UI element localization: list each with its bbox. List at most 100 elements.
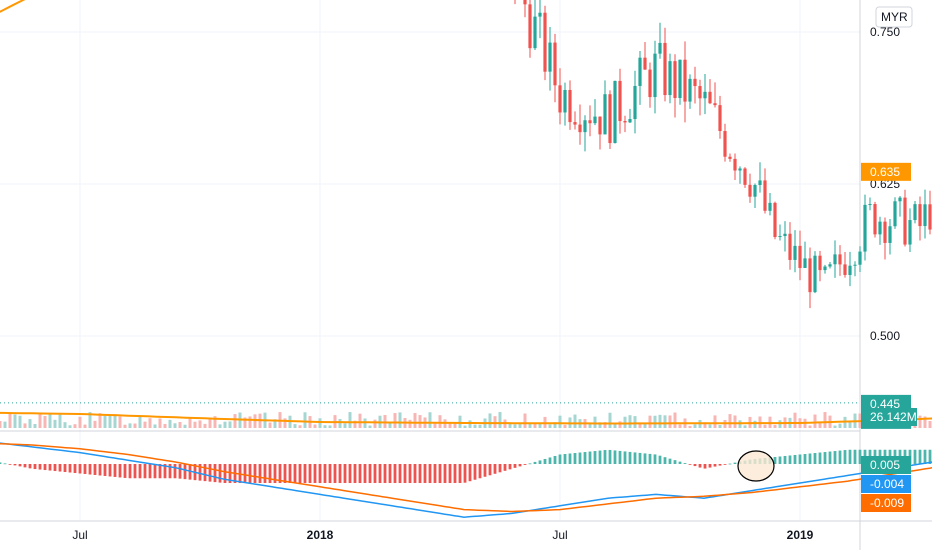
macd-histogram-bar (588, 451, 592, 464)
macd-histogram-bar (403, 464, 407, 483)
macd-histogram-bar (243, 464, 247, 483)
macd-histogram-bar (443, 464, 447, 483)
macd-histogram-bar (558, 454, 562, 464)
macd-histogram-bar (818, 452, 822, 464)
volume-bar (178, 422, 182, 428)
currency-label: MYR (881, 10, 908, 24)
price-axis: 1.5001.3751.2501.1251.0000.8750.7500.625… (861, 6, 917, 512)
macd-histogram-bar (613, 450, 617, 464)
candle-body (808, 258, 812, 293)
macd-histogram-bar (203, 464, 207, 482)
volume-bar (588, 422, 592, 428)
candle-body (733, 158, 737, 171)
macd-histogram-bar (513, 464, 517, 468)
volume-bar (463, 425, 467, 428)
volume-bar (143, 421, 147, 428)
candle-body (753, 184, 757, 197)
volume-bar (458, 415, 462, 428)
candle-body (813, 255, 817, 293)
macd-histogram-bar (533, 461, 537, 464)
macd-histogram-bar (88, 464, 92, 475)
volume-bar (18, 415, 22, 428)
macd-histogram-bar (388, 464, 392, 483)
highlight-circle (737, 450, 775, 482)
volume-bar (553, 422, 557, 428)
volume-bar (318, 418, 322, 428)
candle-body (898, 197, 902, 202)
volume-bar (358, 413, 362, 428)
macd-histogram-bar (123, 464, 127, 478)
macd-histogram-bar (58, 464, 62, 472)
volume-bar (213, 416, 217, 428)
macd-histogram-bar (358, 464, 362, 483)
volume-bar (428, 412, 432, 428)
macd-histogram-bar (918, 449, 922, 464)
macd-line (0, 442, 932, 518)
macd-histogram-bar (263, 464, 267, 483)
volume-bar (918, 415, 922, 428)
volume-bar (8, 413, 12, 428)
macd-histogram-bar (93, 464, 97, 475)
macd-histogram-bar (298, 464, 302, 483)
macd-line-tag-bg (861, 475, 911, 493)
macd-histogram-bar (468, 464, 472, 482)
macd-line-tag: -0.004 (870, 477, 904, 491)
macd-histogram-bar (653, 454, 657, 464)
macd-histogram-bar (848, 449, 852, 464)
macd-histogram-bar (808, 453, 812, 464)
time-tick-label: Jul (72, 528, 87, 542)
macd-histogram-bar (608, 449, 612, 464)
macd-histogram-bar (313, 464, 317, 483)
macd-histogram-bar (618, 450, 622, 464)
volume-bar (173, 423, 177, 428)
candle-body (718, 105, 722, 132)
volume-bar (518, 424, 522, 428)
candle-body (788, 233, 792, 260)
volume-bar (203, 423, 207, 428)
macd-histogram-bar (158, 464, 162, 479)
volume-bar (923, 416, 927, 428)
volume-bar (233, 414, 237, 428)
volume-bar (813, 414, 817, 428)
volume-bar (753, 420, 757, 428)
macd-histogram-bar (398, 464, 402, 483)
candle-body (688, 78, 692, 102)
candle-body (748, 184, 752, 197)
volume-bar (793, 412, 797, 428)
candle-body (653, 53, 657, 98)
candle-body (593, 116, 597, 124)
candle-body (923, 204, 927, 227)
candle-body (588, 120, 592, 124)
volume-bar (763, 424, 767, 428)
candle-body (908, 220, 912, 245)
macd-histogram-bar (603, 450, 607, 464)
volume-bar (438, 415, 442, 428)
volume-bar (523, 413, 527, 428)
candle-body (693, 78, 697, 87)
macd-histogram-bar (3, 463, 7, 465)
macd-histogram-bar (373, 464, 377, 483)
candle-body (598, 116, 602, 135)
macd-histogram-bar (733, 462, 737, 464)
macd-histogram-bar (368, 464, 372, 483)
volume-bar (608, 412, 612, 428)
candle-body (698, 86, 702, 99)
macd-histogram-bar (478, 464, 482, 479)
volume-bar (688, 425, 692, 428)
candle-body (658, 42, 662, 54)
candle-body (758, 180, 762, 185)
volume-bar (88, 412, 92, 428)
volume-bar (703, 422, 707, 428)
candle-body (838, 254, 842, 265)
macd-histogram-bar (153, 464, 157, 479)
macd-histogram-bar (788, 455, 792, 464)
volume-bar (298, 425, 302, 428)
volume-bar (468, 420, 472, 428)
volume-bar (663, 415, 667, 428)
candle-body (883, 221, 887, 243)
candle-body (553, 42, 557, 86)
volume-bar (848, 422, 852, 428)
volume-bar (148, 418, 152, 428)
macd-histogram-bar (483, 464, 487, 477)
